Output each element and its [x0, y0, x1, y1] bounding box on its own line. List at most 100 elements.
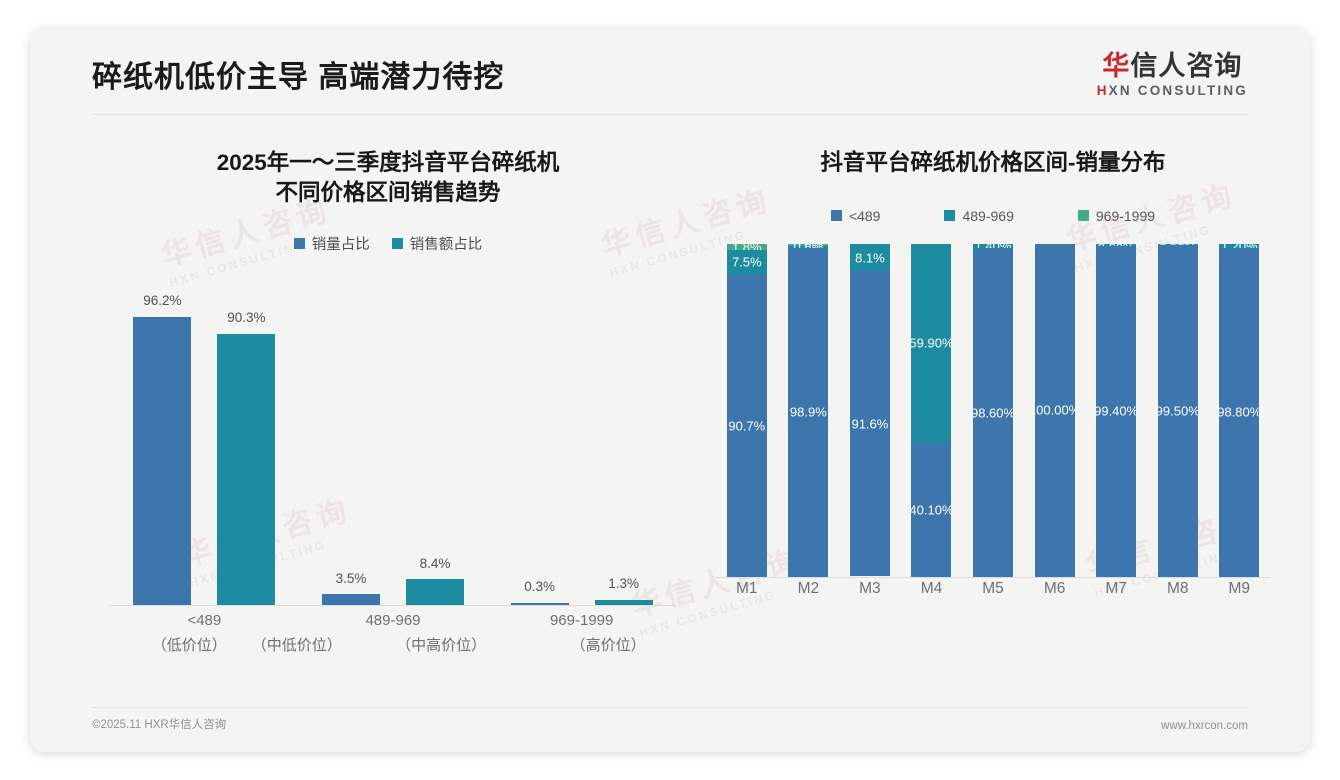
segment-clip: 1.40%	[973, 244, 1013, 249]
segment-489-969[interactable]: 0.60%	[1096, 243, 1137, 246]
segment-969-1999[interactable]: 1.8%	[726, 243, 767, 250]
bar-wrapper: 0.3%	[510, 276, 569, 606]
segment-969-1999[interactable]: 0.6%	[788, 243, 829, 246]
stacked-bar[interactable]: 0.6% 0.6% 98.9%	[788, 243, 829, 577]
stacked-column: 0.50% 99.50%	[1147, 243, 1209, 577]
legend-item-489-969[interactable]: 489-969	[944, 207, 1014, 224]
legend-label: 969-1999	[1095, 207, 1156, 224]
segment-clip: 0.6%	[788, 246, 828, 248]
segment-value-label: 0.6%	[794, 244, 824, 246]
logo-chinese: 华信人咨询	[1097, 52, 1248, 80]
footer-copyright: ©2025.11 HXR华信人咨询	[92, 719, 227, 731]
segment-clip: 8.1%	[850, 244, 890, 271]
x-axis-sublabel: （中高价位）	[396, 637, 487, 655]
x-axis-label-m7: M7	[1105, 579, 1127, 597]
segment-clip: 99.40%	[1096, 246, 1136, 577]
stacked-bar[interactable]: 1.20% 98.80%	[1219, 243, 1260, 577]
segment-value-label: 0.50%	[1159, 244, 1196, 246]
bar-value-label: 0.3%	[524, 579, 556, 595]
segment-under-489[interactable]: 98.80%	[1219, 247, 1260, 577]
bar-value-label: 3.5%	[335, 571, 367, 587]
footer-website[interactable]: www.hxrcon.com	[1161, 720, 1248, 732]
segment-under-489[interactable]: 91.6%	[849, 271, 890, 577]
x-axis-label-m9: M9	[1228, 579, 1251, 597]
left-chart-title-line1: 2025年一～三季度抖音平台碎纸机	[216, 150, 560, 175]
bar-value-label: 8.4%	[419, 556, 451, 572]
x-axis-label-m6: M6	[1043, 579, 1066, 597]
legend-label: 销售额占比	[409, 237, 483, 254]
segment-clip: 1.8%	[727, 244, 767, 250]
stacked-bar[interactable]: 1.8% 7.5% 90.7%	[726, 243, 767, 577]
segment-value-label: 0.2%	[855, 244, 885, 245]
segment-clip: 7.5%	[727, 250, 767, 275]
segment-value-label: 0.60%	[1098, 244, 1135, 246]
bar-value-label: 90.3%	[227, 310, 266, 326]
stacked-column: 0.60% 99.40%	[1085, 243, 1147, 577]
stacked-bar[interactable]: 0.2% 8.1% 91.6%	[849, 243, 890, 577]
bar-sales-volume[interactable]	[133, 317, 192, 606]
segment-under-489[interactable]: 99.50%	[1157, 245, 1198, 577]
logo-chars-rest: 信人咨询	[1130, 51, 1243, 81]
legend-item-under-489[interactable]: <489	[830, 207, 881, 224]
bar-group: 3.5% 8.4%	[299, 276, 488, 606]
segment-clip: 59.90%	[911, 244, 951, 443]
segment-clip: 100.00%	[1035, 244, 1075, 577]
legend-swatch-icon	[391, 238, 403, 250]
x-axis-label-m3: M3	[859, 579, 881, 597]
segment-value-label: 8.1%	[855, 250, 885, 266]
segment-489-969[interactable]: 7.5%	[726, 249, 767, 275]
segment-489-969[interactable]: 1.40%	[973, 243, 1014, 249]
stacked-bar[interactable]: 59.90% 40.10%	[911, 243, 952, 577]
bar-value-label: 96.2%	[143, 293, 182, 309]
legend-label: 489-969	[962, 207, 1014, 224]
bar-sales-volume[interactable]	[510, 603, 569, 606]
bar-sales-volume[interactable]	[322, 594, 380, 606]
segment-clip: 98.60%	[973, 248, 1013, 576]
legend-label: <489	[848, 207, 881, 224]
bar-wrapper: 1.3%	[594, 276, 653, 606]
segment-under-489[interactable]: 98.9%	[788, 247, 829, 577]
segment-under-489[interactable]: 100.00%	[1034, 243, 1075, 577]
bar-sales-value[interactable]	[406, 579, 464, 606]
segment-value-label: 1.8%	[732, 244, 762, 250]
segment-under-489[interactable]: 90.7%	[726, 274, 767, 577]
segment-clip: 99.50%	[1158, 245, 1198, 576]
right-chart-panel: 抖音平台碎纸机价格区间-销量分布 <489 489-969 969-1999	[710, 132, 1276, 688]
stacked-bar[interactable]: 1.40% 98.60%	[973, 243, 1014, 577]
left-chart-title-line2: 不同价格区间销售趋势	[275, 179, 501, 205]
bar-sales-value[interactable]	[594, 600, 653, 606]
segment-489-969[interactable]: 8.1%	[849, 244, 890, 272]
segment-489-969[interactable]: 59.90%	[911, 243, 952, 444]
segment-value-label: 59.90%	[911, 335, 952, 351]
bar-wrapper: 96.2%	[133, 276, 192, 606]
stacked-column: 1.8% 7.5% 90.7%	[716, 243, 778, 577]
legend-swatch-icon	[944, 210, 956, 222]
bar-value-label: 1.3%	[608, 576, 640, 592]
page-title: 碎纸机低价主导 高端潜力待挖	[92, 61, 505, 94]
slide-header: 碎纸机低价主导 高端潜力待挖 华信人咨询 HXN CONSULTING	[30, 28, 1310, 116]
stacked-bar[interactable]: 0.50% 99.50%	[1157, 243, 1198, 577]
bar-sales-value[interactable]	[217, 334, 276, 606]
legend-item-969-1999[interactable]: 969-1999	[1077, 207, 1156, 224]
segment-489-969[interactable]: 0.50%	[1157, 243, 1198, 246]
segment-value-label: 91.6%	[851, 416, 889, 432]
stacked-bar[interactable]: 0.60% 99.40%	[1096, 243, 1137, 577]
segment-under-489[interactable]: 40.10%	[911, 443, 952, 577]
grouped-bar-chart: 96.2% 90.3% 3.5%	[92, 276, 684, 607]
stacked-column: 1.20% 98.80%	[1209, 243, 1271, 577]
legend-item-sales-value[interactable]: 销售额占比	[391, 233, 483, 254]
segment-clip: 1.20%	[1219, 244, 1259, 248]
right-chart-title: 抖音平台碎纸机价格区间-销量分布	[820, 150, 1166, 175]
stacked-bar[interactable]: 100.00%	[1034, 243, 1075, 577]
x-axis-sublabel: （低价位）	[151, 637, 227, 655]
segment-489-969[interactable]: 1.20%	[1219, 243, 1260, 248]
segment-under-489[interactable]: 98.60%	[973, 248, 1014, 577]
segment-clip: 0.6%	[788, 244, 828, 246]
segment-969-1999[interactable]: 0.2%	[849, 243, 890, 245]
stacked-column: 0.2% 8.1% 91.6%	[839, 243, 901, 577]
segment-489-969[interactable]: 0.6%	[788, 245, 829, 248]
legend-item-sales-volume[interactable]: 销量占比	[293, 233, 370, 254]
stacked-bar-plot-area: 1.8% 7.5% 90.7%	[716, 243, 1271, 578]
segment-under-489[interactable]: 99.40%	[1096, 245, 1137, 577]
x-axis-range-labels: <489 489-969 969-1999	[110, 612, 676, 629]
